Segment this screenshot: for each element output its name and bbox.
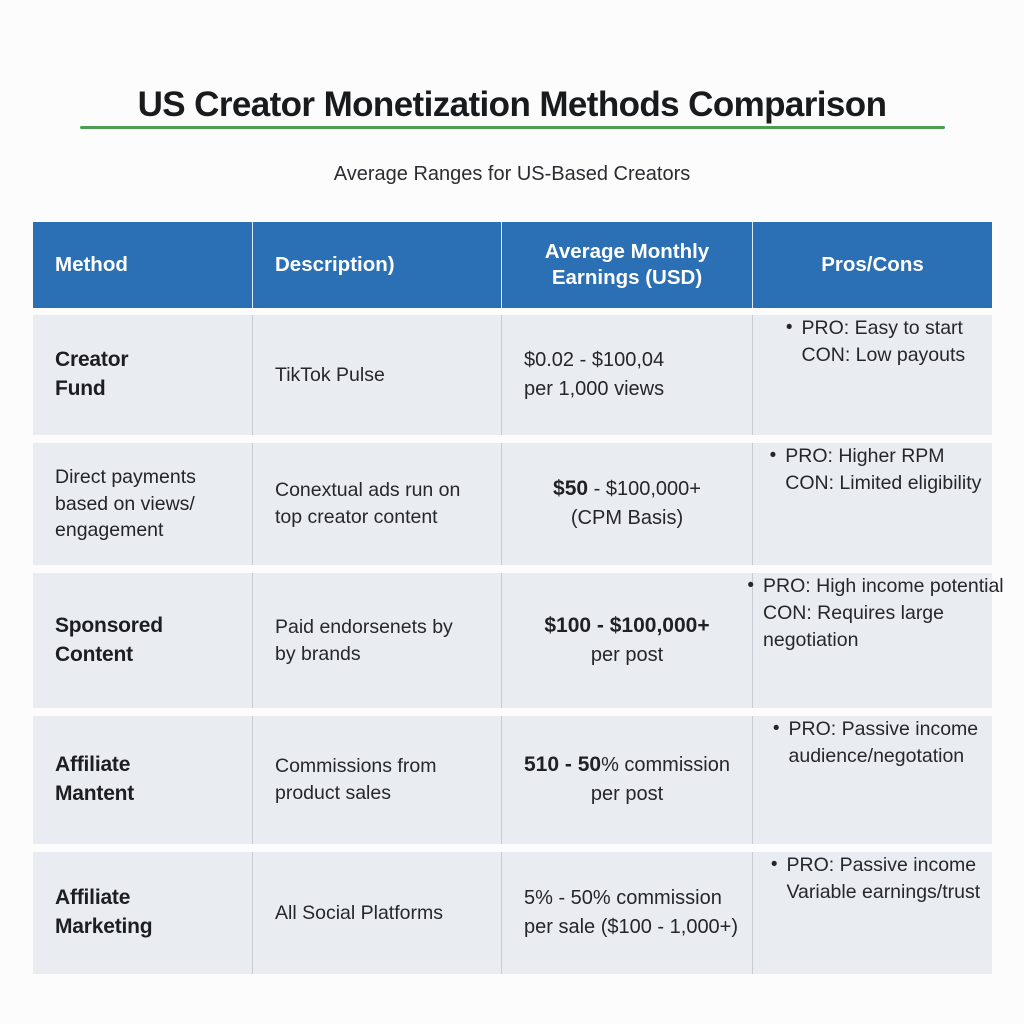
method-cell: Creator Fund (33, 315, 252, 435)
earnings-segment: - $100,000+ (588, 478, 701, 501)
earnings-cell: $50 - $100,000+ (CPM Basis) (501, 443, 752, 565)
earnings-line1: $50 - $100,000+ (512, 475, 742, 504)
bullet-icon: • (769, 445, 777, 466)
earnings-line1: 510 - 50% commission (512, 751, 742, 780)
page-title: US Creator Monetization Methods Comparis… (137, 85, 887, 125)
method-text: Affiliate Marketing (55, 886, 153, 938)
table-row: Creator Fund TikTok Pulse $0.02 - $100,04 p… (33, 315, 992, 435)
pros-cons-text: PRO: High income potential CON: Requires… (763, 575, 1004, 651)
table-row: Sponsored Content Paid endorsenets by by … (33, 573, 1004, 708)
bullet-icon: • (747, 575, 755, 596)
earnings-line2: per post (590, 783, 664, 806)
description-text: Commissions from product sales (275, 755, 437, 804)
pros-cons-entry: • PRO: Easy to start CON: Low payouts (786, 315, 965, 369)
method-text: Direct payments based on views/ engageme… (55, 465, 196, 542)
description-cell: Commissions from product sales (252, 716, 501, 844)
column-header-earnings: Average Monthly Earnings (USD) (501, 222, 752, 308)
description-text: All Social Platforms (275, 901, 443, 924)
earnings-segment: % commission (601, 754, 730, 777)
earnings-line2: per sale ($100 - 1,000+) (524, 915, 739, 938)
earnings-segment: $0.02 - $100,04 (524, 348, 665, 371)
earnings-segment: 5% - 50% commission (524, 886, 722, 909)
pros-cons-entry: • PRO: High income potential CON: Require… (747, 573, 1003, 654)
table-row: Affiliate Mantent Commissions from produc… (33, 716, 992, 844)
bullet-icon: • (772, 718, 780, 739)
table-body: Creator Fund TikTok Pulse $0.02 - $100,04 p… (33, 315, 1004, 974)
description-cell: TikTok Pulse (252, 315, 501, 435)
earnings-line2: per 1,000 views (524, 377, 665, 400)
method-cell: Affiliate Marketing (33, 852, 252, 974)
column-header-description: Description) (252, 222, 501, 308)
pros-cons-text: PRO: Higher RPM CON: Limited eligibility (785, 445, 982, 494)
table-header-row: Method Description) Average Monthly Earn… (33, 222, 992, 308)
description-cell: All Social Platforms (252, 852, 501, 974)
earnings-line2: (CPM Basis) (570, 507, 684, 530)
pros-cons-text: PRO: Passive income Variable earnings/tr… (786, 854, 981, 903)
table-row: Direct payments based on views/ engageme… (33, 443, 992, 565)
method-text: Creator Fund (55, 348, 129, 400)
description-text: TikTok Pulse (275, 363, 385, 386)
green-divider-line (80, 126, 945, 129)
description-text: Conextual ads run on top creator content (275, 479, 461, 528)
earnings-cell: 510 - 50% commission per post (501, 716, 752, 844)
method-text: Affiliate Mantent (55, 753, 135, 805)
method-cell: Direct payments based on views/ engageme… (33, 443, 252, 565)
earnings-segment: $100 - $100,000+ (544, 613, 710, 637)
method-text: Sponsored Content (55, 613, 163, 666)
column-header-method: Method (33, 222, 252, 308)
page-subtitle: Average Ranges for US-Based Creators (333, 163, 691, 185)
description-cell: Conextual ads run on top creator content (252, 443, 501, 565)
column-header-pros-cons: Pros/Cons (752, 222, 992, 308)
earnings-line1: 5% - 50% commission (524, 885, 742, 913)
earnings-line1: $0.02 - $100,04 (524, 347, 742, 375)
pros-cons-cell: • PRO: Easy to start CON: Low payouts (752, 315, 992, 435)
pros-cons-cell: • PRO: Higher RPM CON: Limited eligibilit… (752, 443, 992, 565)
earnings-cell: 5% - 50% commission per sale ($100 - 1,00… (501, 852, 752, 974)
pros-cons-text: PRO: Easy to start CON: Low payouts (801, 317, 966, 366)
pros-cons-cell: • PRO: Passive income Variable earnings/t… (752, 852, 992, 974)
pros-cons-entry: • PRO: Passive income audience/negotation (773, 716, 978, 770)
pros-cons-entry: • PRO: Passive income Variable earnings/t… (771, 852, 980, 906)
method-cell: Sponsored Content (33, 573, 252, 708)
pros-cons-cell: • PRO: High income potential CON: Require… (747, 573, 1004, 708)
earnings-segment: 510 - 50 (524, 753, 602, 777)
pros-cons-text: PRO: Passive income audience/negotation (788, 718, 979, 767)
earnings-cell: $100 - $100,000+ per post (501, 573, 752, 708)
bullet-icon: • (785, 317, 793, 338)
pros-cons-cell: • PRO: Passive income audience/negotation (752, 716, 992, 844)
pros-cons-entry: • PRO: Higher RPM CON: Limited eligibilit… (770, 443, 982, 497)
description-text: Paid endorsenets by by brands (275, 615, 453, 665)
method-cell: Affiliate Mantent (33, 716, 252, 844)
table-row: Affiliate Marketing All Social Platforms 5… (33, 852, 992, 974)
earnings-line2: per post (590, 643, 664, 666)
earnings-cell: $0.02 - $100,04 per 1,000 views (501, 315, 752, 435)
description-cell: Paid endorsenets by by brands (252, 573, 501, 708)
earnings-line1: $100 - $100,000+ (512, 612, 742, 641)
earnings-segment: $50 (553, 477, 589, 501)
bullet-icon: • (770, 854, 778, 875)
comparison-table: Method Description) Average Monthly Earn… (33, 222, 1004, 982)
